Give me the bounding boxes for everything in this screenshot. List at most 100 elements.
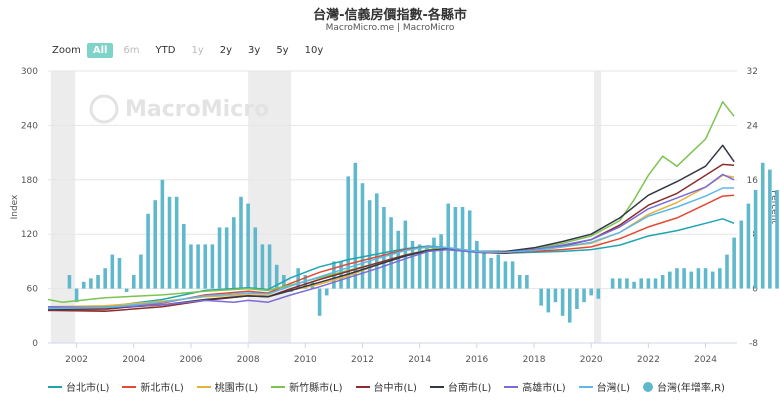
chart-plot: MacroMicro060120180240300-808162432Index…: [10, 67, 779, 365]
legend-item-tainan[interactable]: 台南市(L): [429, 379, 492, 394]
yoy-bar: [410, 241, 415, 289]
legend-label: 台灣(年增率,R): [657, 383, 725, 394]
yoy-bar: [732, 237, 736, 289]
yoy-bar: [682, 268, 686, 289]
legend-item-kaohsiung[interactable]: 高雄市(L): [504, 379, 566, 394]
yoy-bar: [146, 213, 150, 289]
zoom-button-ytd[interactable]: YTD: [155, 45, 176, 56]
yoy-bar: [696, 268, 701, 289]
legend-label: 台中市(L): [373, 383, 417, 394]
yoy-bar: [196, 244, 200, 289]
yoy-bar: [439, 234, 443, 289]
watermark-logo-icon: [89, 94, 119, 124]
yoy-bar: [668, 271, 672, 289]
yoy-bar: [382, 207, 386, 289]
series-line: [47, 194, 735, 312]
yoy-bar: [660, 275, 665, 289]
yoy-bar: [553, 288, 558, 303]
yoy-bar: [339, 261, 343, 289]
yoy-bar: [646, 278, 651, 289]
series-line: [47, 173, 735, 309]
x-tick-label: 2020: [580, 355, 603, 365]
yoy-bar: [589, 288, 593, 296]
x-tick-label: 2004: [122, 355, 145, 365]
watermark-text: MacroMicro: [125, 97, 269, 122]
x-tick-label: 2006: [179, 355, 202, 365]
x-tick-label: 2018: [523, 355, 546, 365]
legend-item-taipei[interactable]: 台北市(L): [48, 379, 109, 394]
yoy-bar: [153, 200, 157, 289]
yoy-bar: [224, 227, 229, 289]
legend-item-hsinchu[interactable]: 新竹縣市(L): [271, 379, 343, 394]
yoy-bar: [753, 190, 758, 289]
yoy-bar: [324, 288, 329, 296]
x-tick-label: 2010: [294, 355, 317, 365]
legend-swatch: [48, 385, 62, 388]
zoom-button-all[interactable]: All: [86, 43, 114, 58]
x-tick-label: 2024: [694, 355, 717, 365]
yoy-bar: [174, 196, 179, 289]
yoy-bar: [617, 278, 622, 289]
yoy-bar: [496, 254, 501, 289]
yoy-bar: [96, 275, 100, 289]
y-left-tick-label: 0: [32, 339, 38, 349]
yoy-bar: [267, 244, 272, 289]
legend-item-taichung[interactable]: 台中市(L): [355, 379, 417, 394]
yoy-bar: [103, 268, 107, 289]
yoy-bar: [124, 288, 129, 292]
yoy-bar: [760, 162, 765, 289]
yoy-bar: [639, 278, 644, 289]
yoy-bar: [417, 244, 422, 289]
zoom-button-5y[interactable]: 5y: [276, 45, 289, 56]
yoy-bar: [182, 224, 186, 289]
legend-item-taoyuan[interactable]: 桃園市(L): [196, 379, 259, 394]
shaded-period: [50, 71, 76, 343]
x-tick-label: 2012: [351, 355, 374, 365]
yoy-bar: [246, 203, 250, 289]
yoy-bar: [632, 281, 636, 289]
legend-label: 桃園市(L): [214, 383, 259, 394]
yoy-bar: [367, 200, 372, 289]
x-tick-label: 2014: [408, 355, 431, 365]
yoy-bar: [475, 241, 479, 289]
yoy-bar: [239, 196, 243, 289]
x-tick-label: 2016: [465, 355, 488, 365]
legend-label: 新北市(L): [140, 383, 184, 394]
yoy-bar: [396, 230, 401, 289]
yoy-bar: [117, 258, 122, 289]
y-left-tick-label: 240: [21, 121, 38, 131]
shaded-period: [594, 71, 602, 343]
y-right-tick-label: -8: [749, 339, 758, 349]
yoy-bar: [203, 244, 208, 289]
legend-item-taiwan[interactable]: 台灣(L): [578, 379, 630, 394]
yoy-bar: [653, 278, 658, 289]
zoom-button-2y[interactable]: 2y: [219, 45, 233, 56]
yoy-bar: [703, 268, 708, 289]
y-left-tick-label: 180: [21, 176, 38, 186]
legend-item-new-taipei[interactable]: 新北市(L): [122, 379, 184, 394]
yoy-bar: [567, 288, 572, 323]
yoy-bar: [689, 271, 694, 289]
zoom-button-1y[interactable]: 1y: [191, 45, 204, 56]
zoom-button-6m[interactable]: 6m: [123, 45, 140, 56]
yoy-bar: [710, 271, 715, 289]
yoy-bar: [253, 227, 258, 289]
yoy-bar: [453, 207, 458, 289]
legend-item-taiwan-yoy[interactable]: 台灣(年增率,R): [643, 379, 725, 394]
yoy-bar: [74, 288, 79, 303]
legend-label: 台南市(L): [447, 383, 492, 394]
legend-swatch: [578, 385, 593, 388]
yoy-bar: [260, 244, 265, 289]
zoom-button-10y[interactable]: 10y: [304, 45, 324, 56]
yoy-bar: [274, 264, 279, 289]
yoy-bar: [296, 268, 300, 289]
yoy-bar: [131, 275, 136, 289]
yoy-bar: [89, 278, 93, 289]
yoy-bar: [610, 278, 615, 289]
yoy-bar: [675, 268, 679, 289]
yoy-bar: [210, 244, 215, 289]
yoy-bar: [725, 254, 729, 289]
x-tick-label: 2022: [637, 355, 660, 365]
zoom-button-3y[interactable]: 3y: [248, 45, 261, 56]
yoy-bar: [510, 261, 515, 289]
